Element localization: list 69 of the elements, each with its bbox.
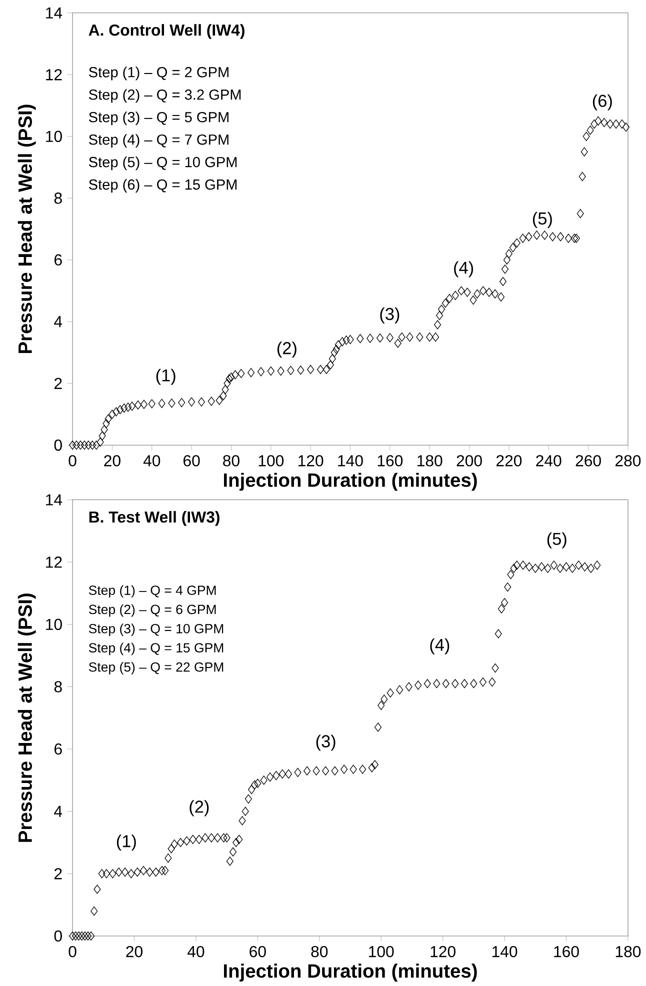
x-tick-label: 220 [496, 455, 522, 466]
x-tick-label: 140 [492, 946, 518, 958]
annotation: Step (4) – Q = 15 GPM [89, 642, 224, 656]
text: B. Test Well (IW3) [90, 511, 220, 526]
y-tick-label: 10 [46, 130, 62, 142]
annotation: (5) [533, 212, 552, 228]
annotation: (1) [156, 368, 176, 385]
annotation: Step (6) – Q = 15 GPM [89, 179, 237, 193]
x-tick-label: 40 [144, 455, 160, 466]
x-tick-label: 40 [188, 946, 204, 958]
y-axis-title: Pressure Head at Well (PSI) [18, 104, 36, 354]
x-tick-label: 260 [576, 455, 602, 466]
annotation: Step (1) – Q = 2 GPM [89, 66, 229, 80]
y-tick-label: 8 [54, 192, 62, 204]
annotation: (3) [380, 307, 400, 324]
x-tick-label: 60 [184, 455, 200, 466]
y-tick-label: 10 [46, 618, 62, 630]
x-tick-label: 280 [616, 455, 641, 466]
y-tick-label: 14 [46, 7, 62, 18]
annotation: (4) [454, 261, 474, 278]
x-tick-label: 100 [259, 455, 284, 466]
annotation: Step (5) – Q = 22 GPM [89, 662, 224, 674]
x-tick-label: 100 [369, 946, 394, 958]
annotation: Step (3) – Q = 5 GPM [89, 112, 229, 126]
x-tick-label: 0 [68, 946, 77, 958]
x-tick-label: 240 [536, 455, 562, 466]
y-tick-label: 2 [54, 378, 62, 389]
annotation: Step (1) – Q = 4 GPM [89, 585, 216, 598]
y-tick-label: 14 [46, 494, 62, 506]
y-tick-label: 8 [54, 681, 62, 692]
x-tick-label: 80 [311, 946, 328, 958]
x-tick-label: 120 [298, 455, 324, 466]
x-tick-label: 0 [68, 455, 77, 466]
x-tick-label: 140 [338, 455, 364, 466]
y-tick-label: 6 [54, 254, 62, 266]
y-tick-label: 2 [54, 868, 62, 880]
x-tick-label: 160 [378, 455, 403, 466]
y-tick-label: 12 [46, 556, 62, 568]
y-tick-label: 12 [46, 69, 62, 80]
x-tick-label: 180 [616, 946, 641, 958]
x-tick-label: 200 [456, 455, 482, 466]
annotation: Step (5) – Q = 10 GPM [89, 156, 237, 170]
annotation: (4) [430, 638, 450, 654]
annotation: (2) [278, 342, 297, 358]
x-tick-label: 20 [126, 946, 143, 958]
y-tick-label: 6 [54, 743, 62, 755]
annotation: Step (2) – Q = 3.2 GPM [89, 89, 241, 103]
annotation: (3) [316, 734, 336, 751]
x-axis-title: Injection Duration (minutes) [224, 964, 478, 982]
annotation: Step (3) – Q = 10 GPM [89, 624, 224, 636]
annotation: (2) [190, 800, 209, 816]
x-tick-label: 80 [223, 455, 240, 466]
x-tick-label: 160 [554, 946, 580, 958]
annotation: Step (4) – Q = 7 GPM [89, 134, 229, 148]
y-tick-label: 0 [54, 440, 62, 451]
y-tick-label: 0 [54, 930, 62, 942]
x-tick-label: 20 [104, 455, 121, 466]
x-tick-label: 180 [418, 455, 442, 466]
annotation: (6) [593, 94, 612, 110]
y-axis-title: Pressure Head at Well (PSI) [18, 594, 36, 842]
annotation: (1) [117, 834, 136, 851]
x-tick-label: 120 [430, 946, 456, 958]
text: A. Control Well (IW4) [88, 24, 245, 39]
y-tick-label: 4 [54, 806, 62, 817]
y-tick-label: 4 [54, 316, 62, 328]
annotation: Step (2) – Q = 6 GPM [89, 604, 216, 617]
annotation: (5) [548, 532, 567, 548]
x-axis-title: Injection Duration (minutes) [224, 472, 478, 491]
x-tick-label: 60 [250, 946, 266, 958]
